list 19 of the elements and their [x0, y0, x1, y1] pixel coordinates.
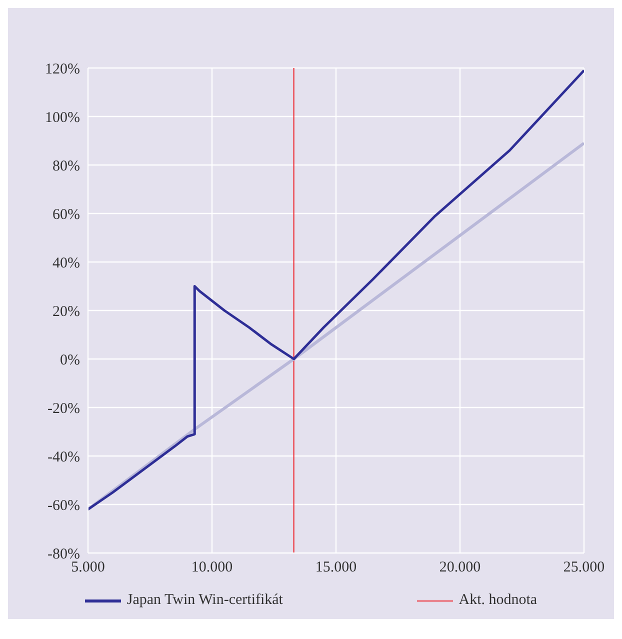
y-tick-label: 20%	[52, 304, 80, 320]
x-tick-label: 10.000	[191, 560, 233, 576]
x-tick-label: 20.000	[439, 560, 481, 576]
y-tick-label: 100%	[45, 110, 80, 126]
y-tick-label: -40%	[48, 449, 80, 466]
legend-label: Akt. hodnota	[458, 592, 538, 609]
y-tick-label: 0%	[60, 352, 80, 368]
y-tick-label: 40%	[52, 255, 80, 272]
x-tick-label: 5.000	[71, 560, 105, 576]
y-tick-label: -20%	[48, 400, 80, 417]
y-tick-label: 80%	[52, 158, 80, 174]
line-series	[88, 142, 584, 511]
x-tick-label: 25.000	[563, 560, 605, 576]
y-tick-label: 120%	[45, 61, 80, 78]
y-tick-label: -80%	[48, 546, 80, 562]
x-tick-label: 15.000	[315, 560, 357, 576]
legend-label: Japan Twin Win-certifikát	[126, 592, 283, 609]
y-tick-label: 60%	[52, 206, 80, 223]
y-tick-label: -60%	[48, 498, 80, 514]
